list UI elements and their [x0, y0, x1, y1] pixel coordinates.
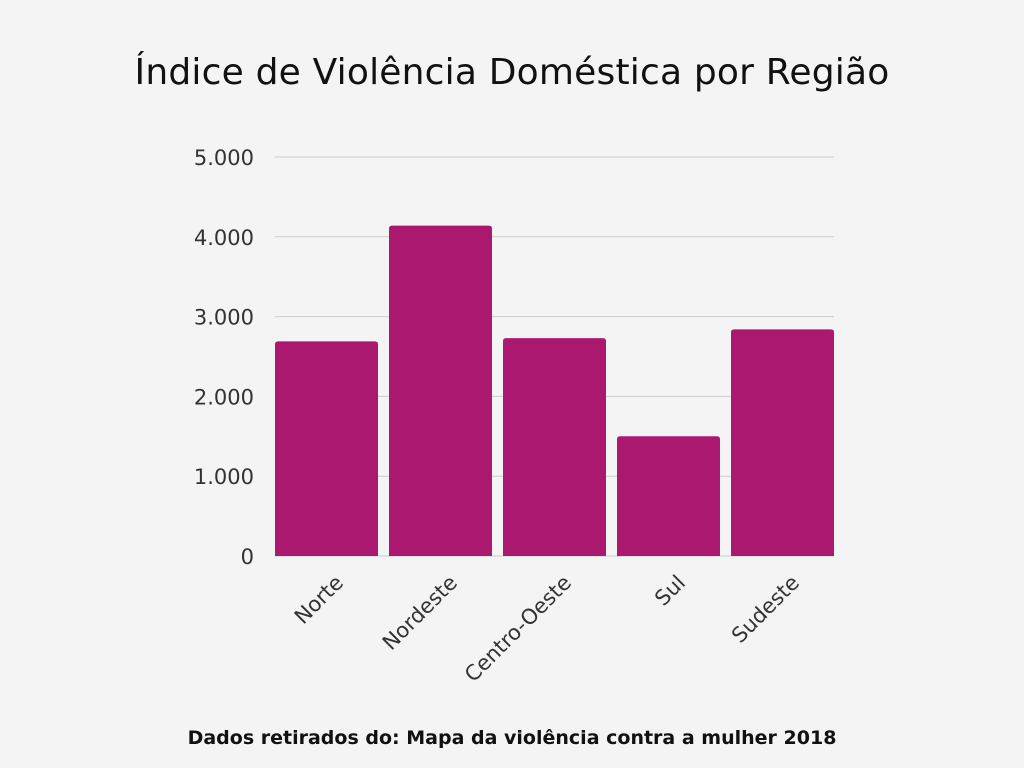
y-tick-label: 3.000: [194, 306, 254, 330]
x-tick-label: Sul: [650, 571, 690, 611]
y-tick-label: 2.000: [194, 385, 254, 409]
x-tick-label: Norte: [290, 571, 348, 629]
source-note: Dados retirados do: Mapa da violência co…: [187, 727, 837, 749]
bars: [275, 225, 834, 557]
x-tick-label: Centro-Oeste: [460, 571, 576, 687]
y-axis-ticks: 0 1.000 2.000 3.000 4.000 5.000: [194, 146, 254, 569]
bar-centro-oeste: [503, 338, 606, 556]
y-tick-label: 4.000: [194, 226, 254, 250]
y-tick-label: 0: [241, 545, 254, 569]
x-tick-label: Sudeste: [727, 571, 804, 648]
chart-title: Índice de Violência Doméstica por Região: [134, 52, 890, 93]
x-tick-label: Nordeste: [378, 571, 462, 655]
bar-sul: [617, 436, 720, 556]
bar-norte: [275, 341, 378, 556]
y-tick-label: 1.000: [194, 465, 254, 489]
bar-nordeste: [389, 225, 492, 557]
bar-sudeste: [731, 329, 834, 556]
y-tick-label: 5.000: [194, 146, 254, 170]
